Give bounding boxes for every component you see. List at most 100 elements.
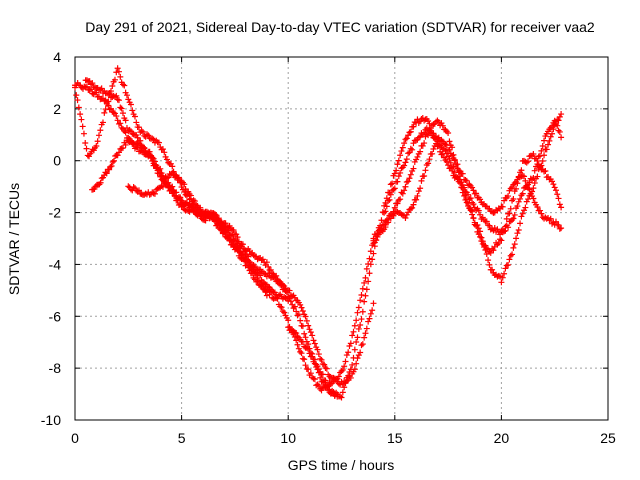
- data-point: [150, 155, 157, 162]
- data-point: [263, 287, 270, 294]
- data-point: [357, 297, 364, 304]
- data-point: [419, 142, 426, 149]
- data-point: [483, 250, 490, 257]
- data-point: [303, 344, 310, 351]
- data-point: [558, 134, 565, 141]
- data-point: [398, 211, 405, 218]
- data-point: [555, 195, 562, 202]
- data-point: [307, 370, 314, 377]
- data-point: [394, 208, 401, 215]
- data-point: [79, 123, 86, 130]
- data-point: [387, 181, 394, 188]
- data-point: [239, 245, 246, 252]
- data-point: [155, 139, 162, 146]
- data-point: [386, 196, 393, 203]
- data-point: [179, 203, 186, 210]
- data-point: [315, 351, 322, 358]
- data-point: [358, 291, 365, 298]
- axis-ticks: 0 5 10 15 20 25 -10 -8 -6 -4 -2 0 2 4: [41, 49, 616, 446]
- data-point: [523, 198, 530, 205]
- data-point: [117, 120, 124, 127]
- data-point: [101, 109, 108, 116]
- data-point: [453, 173, 460, 180]
- data-point: [78, 116, 85, 123]
- data-point: [89, 80, 96, 87]
- data-point: [489, 208, 496, 215]
- data-point: [142, 190, 149, 197]
- data-point: [373, 232, 380, 239]
- data-point: [293, 337, 300, 344]
- data-point: [149, 155, 156, 162]
- data-point: [411, 119, 418, 126]
- data-point: [481, 243, 488, 250]
- data-point: [529, 188, 536, 195]
- data-point: [558, 225, 565, 232]
- x-axis-label: GPS time / hours: [288, 457, 395, 473]
- data-point: [226, 231, 233, 238]
- data-point: [552, 187, 559, 194]
- data-point: [391, 185, 398, 192]
- data-point: [399, 144, 406, 151]
- data-point: [447, 159, 454, 166]
- data-point: [479, 240, 486, 247]
- data-point: [421, 129, 428, 136]
- data-point: [483, 218, 490, 225]
- data-point: [322, 377, 329, 384]
- data-point: [401, 162, 408, 169]
- data-point: [397, 196, 404, 203]
- data-point: [414, 192, 421, 199]
- y-tick-label: -2: [49, 205, 62, 221]
- data-point: [341, 384, 348, 391]
- y-axis-label: SDTVAR / TECUs: [6, 183, 22, 295]
- data-point: [551, 121, 558, 128]
- data-point: [402, 159, 409, 166]
- data-point: [294, 341, 301, 348]
- data-point: [391, 204, 398, 211]
- data-point: [355, 325, 362, 332]
- data-point: [405, 150, 412, 157]
- data-point: [490, 247, 497, 254]
- data-point: [130, 184, 137, 191]
- data-point: [353, 360, 360, 367]
- data-point: [430, 134, 437, 141]
- data-point: [358, 316, 365, 323]
- data-point: [319, 378, 326, 385]
- data-point: [114, 117, 121, 124]
- data-point: [434, 138, 441, 145]
- data-point: [398, 165, 405, 172]
- data-point: [226, 222, 233, 229]
- data-point: [370, 250, 377, 257]
- data-point: [341, 363, 348, 370]
- data-point: [517, 220, 524, 227]
- data-point: [357, 349, 364, 356]
- data-point: [507, 205, 514, 212]
- data-point: [489, 266, 496, 273]
- data-point: [309, 332, 316, 339]
- data-point: [513, 185, 520, 192]
- data-point: [443, 142, 450, 149]
- data-point: [406, 175, 413, 182]
- data-point: [515, 227, 522, 234]
- data-point: [117, 73, 124, 80]
- data-point: [325, 383, 332, 390]
- data-point: [435, 118, 442, 125]
- data-point: [97, 127, 104, 134]
- data-point: [394, 200, 401, 207]
- data-point: [470, 201, 477, 208]
- data-point: [265, 263, 272, 270]
- data-point: [547, 133, 554, 140]
- data-point: [107, 105, 114, 112]
- data-point: [522, 177, 529, 184]
- data-point: [72, 84, 78, 91]
- data-point: [150, 136, 157, 143]
- data-point: [306, 350, 313, 357]
- data-point: [83, 83, 90, 90]
- data-point: [555, 222, 562, 229]
- data-point: [454, 161, 461, 168]
- data-point: [381, 221, 388, 228]
- data-point: [526, 179, 533, 186]
- data-point: [498, 279, 505, 286]
- data-point: [294, 333, 301, 340]
- data-point: [473, 190, 480, 197]
- data-point: [165, 159, 172, 166]
